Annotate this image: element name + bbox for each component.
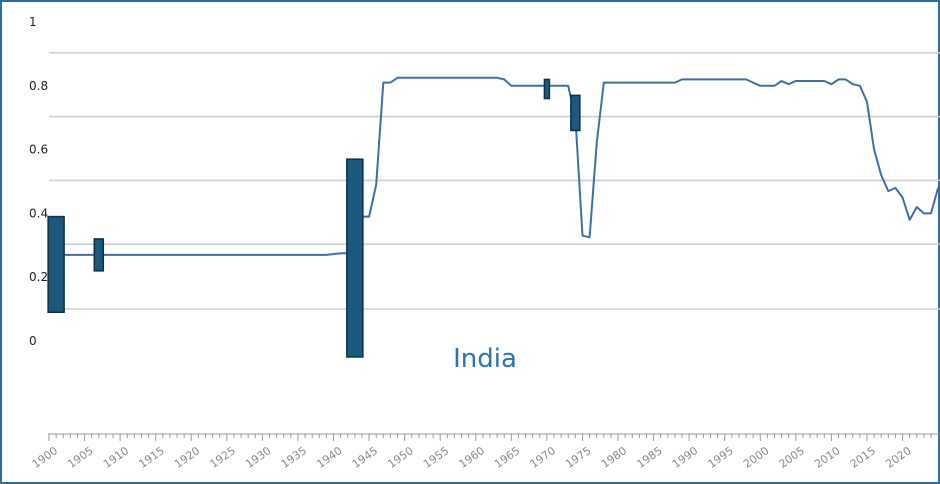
x-tick-label: 1900 [30,444,60,471]
interval-bar [570,94,581,132]
x-tick-label: 1970 [528,444,558,471]
x-tick-label: 2020 [883,444,913,471]
interval-bar [47,215,65,314]
x-tick-label: 2010 [812,444,842,471]
y-tick-label: 0 [29,334,37,348]
interval-layer [47,78,581,358]
interval-bar [346,158,364,358]
grid [49,51,940,310]
x-tick-label: 1980 [599,444,629,471]
x-tick-label: 1935 [279,444,309,471]
interval-bar [543,78,551,100]
x-tick-label: 1990 [670,444,700,471]
x-tick-label: 1955 [421,444,451,471]
y-tick-label: 0.2 [29,270,48,284]
x-tick-label: 2005 [777,444,807,471]
x-tick-label: 1920 [172,444,202,471]
series-line [49,76,940,256]
x-tick-label: 2000 [741,444,771,471]
x-tick-label: 1940 [314,444,344,471]
y-tick-label: 0.4 [29,206,48,220]
x-tick-label: 1925 [208,444,238,471]
x-tick-label: 1995 [705,444,735,471]
y-tick-label: 0.6 [29,143,48,157]
x-tick-label: 1910 [101,444,131,471]
x-tick-label: 1950 [385,444,415,471]
x-tick-label: 1975 [563,444,593,471]
x-axis: 1900 1905 1910 1915 1920 1925 1930 1935 1940 1945… [30,433,940,471]
y-axis: 0 0.2 0.4 0.6 0.8 1 [29,15,48,348]
x-tick-label: 2015 [848,444,878,471]
x-tick-label: 1905 [65,444,95,471]
x-tick-label: 1965 [492,444,522,471]
interval-bar [93,238,105,272]
country-annotation: India [453,344,517,374]
x-tick-label: 1930 [243,444,273,471]
series-layer [49,76,940,256]
y-tick-label: 1 [29,15,37,29]
x-tick-label: 1985 [634,444,664,471]
x-tick-label: 1960 [457,444,487,471]
x-tick-label: 1945 [350,444,380,471]
x-tick-label: 1915 [136,444,166,471]
y-tick-label: 0.8 [29,79,48,93]
